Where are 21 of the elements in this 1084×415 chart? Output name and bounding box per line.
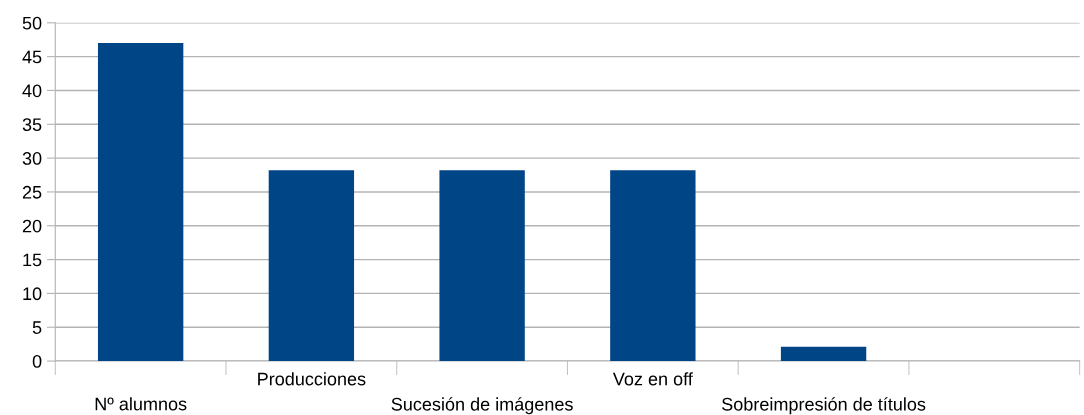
x-tick-label: Voz en off: [612, 372, 693, 386]
x-tick-label: Nº alumnos: [95, 397, 187, 411]
x-tick-label: Sucesión de imágenes: [391, 397, 573, 415]
x-tick-label: Producciones: [258, 372, 366, 386]
bar: [97, 43, 184, 362]
y-tick-label: 50: [22, 16, 42, 30]
y-tick-label: 35: [22, 118, 42, 132]
y-tick-label: 25: [22, 185, 42, 199]
bar: [780, 346, 867, 362]
y-tick-label: 40: [22, 84, 42, 98]
bar: [268, 170, 355, 362]
bar: [439, 170, 525, 362]
x-tick-label: Sobreimpresión de títulos: [722, 397, 926, 415]
bar: [610, 170, 696, 362]
y-tick-label: 20: [22, 219, 42, 233]
y-tick-label: 0: [32, 354, 42, 368]
y-tick-label: 45: [22, 50, 42, 64]
y-tick-label: 30: [22, 152, 42, 165]
y-tick-label: 15: [23, 253, 42, 267]
y-tick-label: 5: [32, 321, 42, 334]
y-tick-label: 10: [23, 287, 42, 301]
